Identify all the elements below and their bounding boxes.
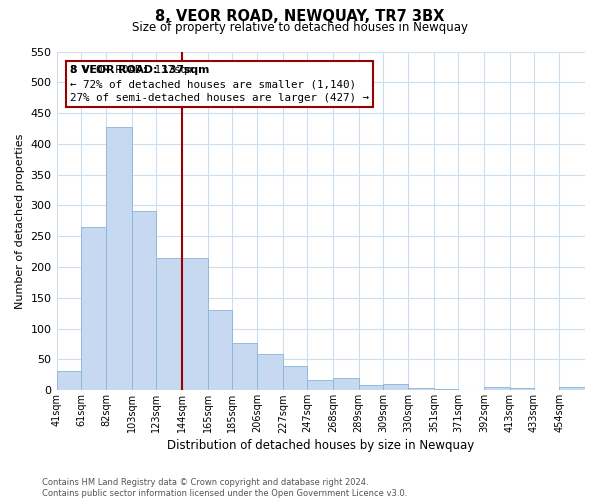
Text: Contains HM Land Registry data © Crown copyright and database right 2024.
Contai: Contains HM Land Registry data © Crown c… (42, 478, 407, 498)
Bar (559, 387, 585, 390)
Text: Size of property relative to detached houses in Newquay: Size of property relative to detached ho… (132, 21, 468, 34)
Bar (509, 388, 534, 390)
Bar (283, 366, 307, 390)
X-axis label: Distribution of detached houses by size in Newquay: Distribution of detached houses by size … (167, 440, 475, 452)
Bar (434, 389, 458, 390)
Text: 8 VEOR ROAD: 137sqm
← 72% of detached houses are smaller (1,140)
27% of semi-det: 8 VEOR ROAD: 137sqm ← 72% of detached ho… (70, 65, 369, 103)
Bar (208, 310, 232, 390)
Bar (409, 388, 434, 390)
Bar (232, 344, 257, 390)
Text: 8, VEOR ROAD, NEWQUAY, TR7 3BX: 8, VEOR ROAD, NEWQUAY, TR7 3BX (155, 9, 445, 24)
Bar (132, 211, 157, 390)
Bar (56, 370, 81, 390)
Bar (182, 258, 208, 390)
Bar (106, 126, 132, 390)
Bar (81, 227, 106, 390)
Bar (333, 378, 359, 390)
Y-axis label: Number of detached properties: Number of detached properties (15, 133, 25, 308)
Bar (383, 384, 409, 390)
Bar (157, 258, 182, 390)
Text: 8 VEOR ROAD: 137sqm: 8 VEOR ROAD: 137sqm (70, 65, 209, 75)
Bar (359, 386, 383, 390)
Bar (257, 354, 283, 391)
Bar (307, 380, 333, 390)
Bar (484, 387, 509, 390)
